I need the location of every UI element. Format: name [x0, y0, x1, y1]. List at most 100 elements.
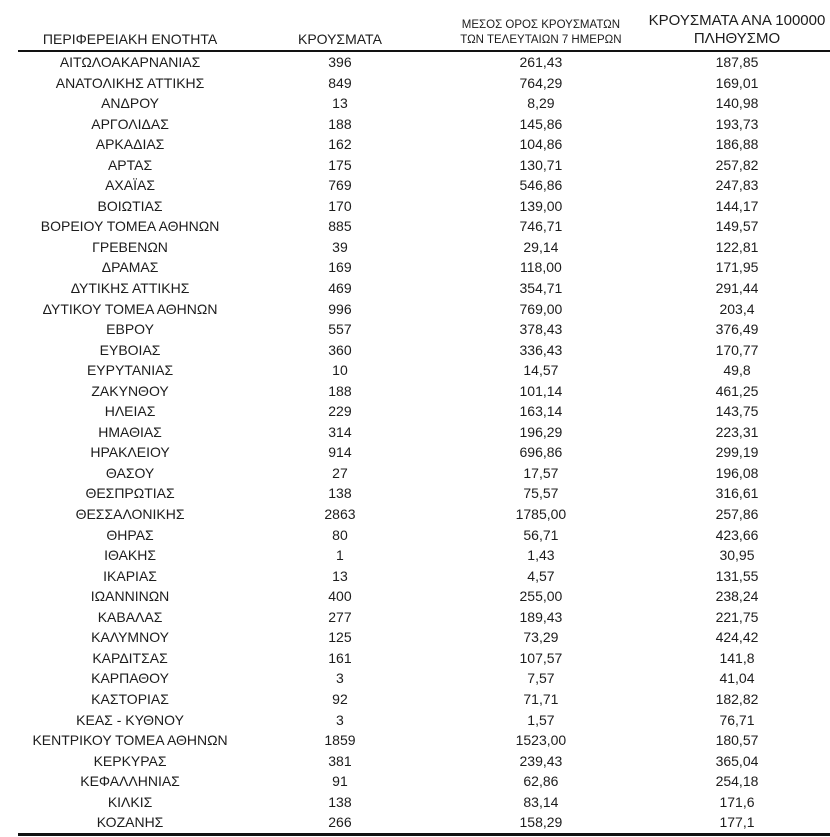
cases-cell: 469: [328, 280, 352, 297]
per-100k-cell: 49,8: [723, 362, 751, 379]
avg-7day-cell: 261,43: [519, 54, 563, 70]
per-100k-cell: 257,86: [715, 506, 759, 523]
table-row: ΕΥΒΟΙΑΣ 360 336,43 170,77: [18, 340, 830, 361]
region-cell: ΑΙΤΩΛΟΑΚΑΡΝΑΝΙΑΣ: [59, 54, 201, 70]
cases-cell: 400: [328, 588, 352, 605]
table-row: ΕΥΡΥΤΑΝΙΑΣ 10 14,57 49,8: [18, 360, 830, 381]
table-row: ΚΑΡΔΙΤΣΑΣ 161 107,57 141,8: [18, 648, 830, 669]
header-avg-7day-line2: ΤΩΝ ΤΕΛΕΥΤΑΙΩΝ 7 ΗΜΕΡΩΝ: [460, 34, 622, 46]
region-cell: ΚΟΖΑΝΗΣ: [96, 814, 164, 831]
cases-cell: 138: [328, 793, 352, 810]
avg-7day-cell: 546,86: [519, 177, 563, 194]
avg-7day-cell: 104,86: [519, 136, 563, 153]
region-cell: ΘΑΣΟΥ: [105, 464, 155, 481]
avg-7day-cell: 139,00: [519, 197, 563, 214]
avg-7day-cell: 696,86: [519, 444, 563, 461]
table-row: ΗΛΕΙΑΣ 229 163,14 143,75: [18, 401, 830, 422]
region-cell: ΑΝΔΡΟΥ: [101, 95, 160, 112]
per-100k-cell: 203,4: [719, 300, 755, 317]
table-row: ΑΝΑΤΟΛΙΚΗΣ ΑΤΤΙΚΗΣ 849 764,29 169,01: [18, 73, 830, 94]
per-100k-cell: 238,24: [715, 588, 759, 605]
cases-cell: 3: [336, 670, 344, 687]
per-100k-cell: 122,81: [715, 238, 759, 255]
avg-7day-cell: 1523,00: [515, 732, 567, 749]
avg-7day-cell: 336,43: [519, 341, 563, 358]
per-100k-cell: 140,98: [715, 95, 759, 112]
region-cell: ΚΕΝΤΡΙΚΟΥ ΤΟΜΕΑ ΑΘΗΝΩΝ: [32, 732, 228, 749]
per-100k-cell: 180,57: [715, 732, 759, 749]
per-100k-cell: 171,6: [719, 793, 755, 810]
header-per-100k-line2: ΠΛΗΘΥΣΜΟ: [693, 30, 781, 47]
region-cell: ΘΕΣΣΑΛΟΝΙΚΗΣ: [75, 506, 185, 523]
avg-7day-cell: 189,43: [519, 608, 563, 625]
table-row: ΒΟΡΕΙΟΥ ΤΟΜΕΑ ΑΘΗΝΩΝ 885 746,71 149,57: [18, 216, 830, 237]
table-row: ΓΡΕΒΕΝΩΝ 39 29,14 122,81: [18, 237, 830, 258]
per-100k-cell: 170,77: [715, 341, 759, 358]
per-100k-cell: 223,31: [715, 423, 759, 440]
cases-cell: 996: [328, 300, 352, 317]
table-row: ΚΑΒΑΛΑΣ 277 189,43 221,75: [18, 607, 830, 628]
region-cell: ΔΥΤΙΚΗΣ ΑΤΤΙΚΗΣ: [70, 280, 190, 297]
avg-7day-cell: 75,57: [523, 485, 559, 502]
per-100k-cell: 144,17: [715, 197, 759, 214]
region-cell: ΙΚΑΡΙΑΣ: [103, 567, 157, 584]
header-per-100k-line1: ΚΡΟΥΣΜΑΤΑ ΑΝΑ 100000: [648, 12, 826, 29]
per-100k-cell: 316,61: [715, 485, 759, 502]
avg-7day-cell: 56,71: [523, 526, 559, 543]
region-cell: ΑΧΑΪΑΣ: [105, 177, 155, 194]
cases-cell: 277: [328, 608, 352, 625]
header-regional-unit: ΠΕΡΙΦΕΡΕΙΑΚΗ ΕΝΟΤΗΤΑ: [18, 31, 242, 48]
table-row: ΘΗΡΑΣ 80 56,71 423,66: [18, 525, 830, 546]
cases-cell: 381: [328, 752, 352, 769]
cases-cell: 229: [328, 403, 352, 420]
cases-cell: 360: [328, 341, 352, 358]
per-100k-cell: 299,19: [715, 444, 759, 461]
region-cell: ΑΝΑΤΟΛΙΚΗΣ ΑΤΤΙΚΗΣ: [55, 74, 205, 91]
per-100k-cell: 187,85: [715, 54, 759, 70]
table-row: ΑΝΔΡΟΥ 13 8,29 140,98: [18, 93, 830, 114]
region-cell: ΚΕΑΣ - ΚΥΘΝΟΥ: [76, 711, 184, 728]
cases-cell: 80: [332, 526, 348, 543]
cases-cell: 914: [328, 444, 352, 461]
avg-7day-cell: 769,00: [519, 300, 563, 317]
cases-cell: 169: [328, 259, 352, 276]
avg-7day-cell: 17,57: [523, 464, 559, 481]
cases-cell: 10: [332, 362, 348, 379]
per-100k-cell: 131,55: [715, 567, 759, 584]
table-row: ΚΕΑΣ - ΚΥΘΝΟΥ 3 1,57 76,71: [18, 710, 830, 731]
region-cell: ΑΡΓΟΛΙΔΑΣ: [91, 115, 169, 132]
avg-7day-cell: 1,57: [527, 711, 555, 728]
table-row: ΘΕΣΠΡΩΤΙΑΣ 138 75,57 316,61: [18, 483, 830, 504]
region-cell: ΚΑΒΑΛΑΣ: [97, 608, 163, 625]
cases-cell: 92: [332, 690, 348, 707]
avg-7day-cell: 378,43: [519, 321, 563, 338]
header-cases-label: ΚΡΟΥΣΜΑΤΑ: [297, 31, 382, 47]
region-cell: ΔΥΤΙΚΟΥ ΤΟΜΕΑ ΑΘΗΝΩΝ: [42, 300, 218, 317]
table-row: ΘΕΣΣΑΛΟΝΙΚΗΣ 2863 1785,00 257,86: [18, 504, 830, 525]
region-cell: ΗΡΑΚΛΕΙΟΥ: [90, 444, 170, 461]
regional-cases-table: ΠΕΡΙΦΕΡΕΙΑΚΗ ΕΝΟΤΗΤΑ ΚΡΟΥΣΜΑΤΑ ΜΕΣΟΣ ΟΡΟ…: [18, 0, 830, 836]
avg-7day-cell: 746,71: [519, 218, 563, 235]
cases-cell: 885: [328, 218, 352, 235]
avg-7day-cell: 83,14: [523, 793, 559, 810]
region-cell: ΗΛΕΙΑΣ: [104, 403, 156, 420]
table-row: ΔΥΤΙΚΗΣ ΑΤΤΙΚΗΣ 469 354,71 291,44: [18, 278, 830, 299]
per-100k-cell: 257,82: [715, 156, 759, 173]
per-100k-cell: 376,49: [715, 321, 759, 338]
region-cell: ΚΑΣΤΟΡΙΑΣ: [91, 690, 169, 707]
avg-7day-cell: 7,57: [527, 670, 555, 687]
region-cell: ΕΒΡΟΥ: [106, 321, 154, 338]
cases-cell: 1: [336, 547, 344, 564]
avg-7day-cell: 73,29: [523, 629, 559, 646]
avg-7day-cell: 158,29: [519, 814, 563, 831]
table-row: ΑΡΤΑΣ 175 130,71 257,82: [18, 155, 830, 176]
cases-cell: 1859: [324, 732, 356, 749]
table-body: ΑΙΤΩΛΟΑΚΑΡΝΑΝΙΑΣ 396 261,43 187,85 ΑΝΑΤΟΛΙΚΗ…: [18, 52, 830, 836]
cases-cell: 170: [328, 197, 352, 214]
cases-cell: 188: [328, 382, 352, 399]
region-cell: ΒΟΙΩΤΙΑΣ: [97, 197, 163, 214]
avg-7day-cell: 118,00: [520, 259, 562, 276]
cases-cell: 39: [332, 238, 348, 255]
table-row: ΖΑΚΥΝΘΟΥ 188 101,14 461,25: [18, 381, 830, 402]
table-row: ΚΕΝΤΡΙΚΟΥ ΤΟΜΕΑ ΑΘΗΝΩΝ 1859 1523,00 180,57: [18, 730, 830, 751]
